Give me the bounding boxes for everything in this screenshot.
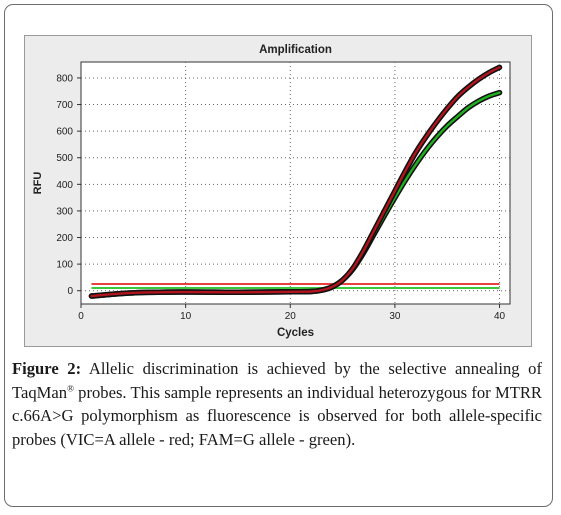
y-tick-label: 500 [56, 153, 73, 164]
caption-text-part2: probes. This sample represents an indivi… [12, 382, 542, 449]
x-tick-label: 0 [78, 311, 84, 322]
x-tick-label: 40 [494, 311, 506, 322]
x-axis-label: Cycles [277, 327, 314, 339]
y-tick-label: 0 [67, 286, 73, 297]
y-tick-label: 100 [56, 260, 73, 271]
registered-mark: ® [67, 383, 74, 394]
figure-frame: 0 100 200 300 400 500 600 700 800 0 10 20 30 40 Amplif… [4, 4, 553, 507]
y-tick-label: 700 [56, 100, 73, 111]
caption-label: Figure 2: [12, 359, 82, 378]
y-tick-label: 800 [56, 73, 73, 84]
chart-panel: 0 100 200 300 400 500 600 700 800 0 10 20 30 40 Amplif… [24, 35, 532, 347]
y-tick-label: 400 [56, 180, 73, 191]
y-tick-label: 600 [56, 127, 73, 138]
y-tick-label: 200 [56, 233, 73, 244]
amplification-chart: 0 100 200 300 400 500 600 700 800 0 10 20 30 40 Amplif… [32, 44, 511, 339]
x-tick-label: 30 [389, 311, 401, 322]
figure-caption: Figure 2: Allelic discrimination is achi… [12, 357, 542, 451]
x-tick-label: 20 [285, 311, 297, 322]
caption-text-part1: Allelic discrimination is achieved by th… [12, 359, 542, 402]
x-tick-label: 10 [180, 311, 192, 322]
series-line [90, 66, 501, 298]
chart-title: Amplification [259, 44, 332, 56]
plot-area [80, 61, 511, 305]
y-axis-label: RFU [32, 172, 44, 195]
y-tick-label: 300 [56, 206, 73, 217]
